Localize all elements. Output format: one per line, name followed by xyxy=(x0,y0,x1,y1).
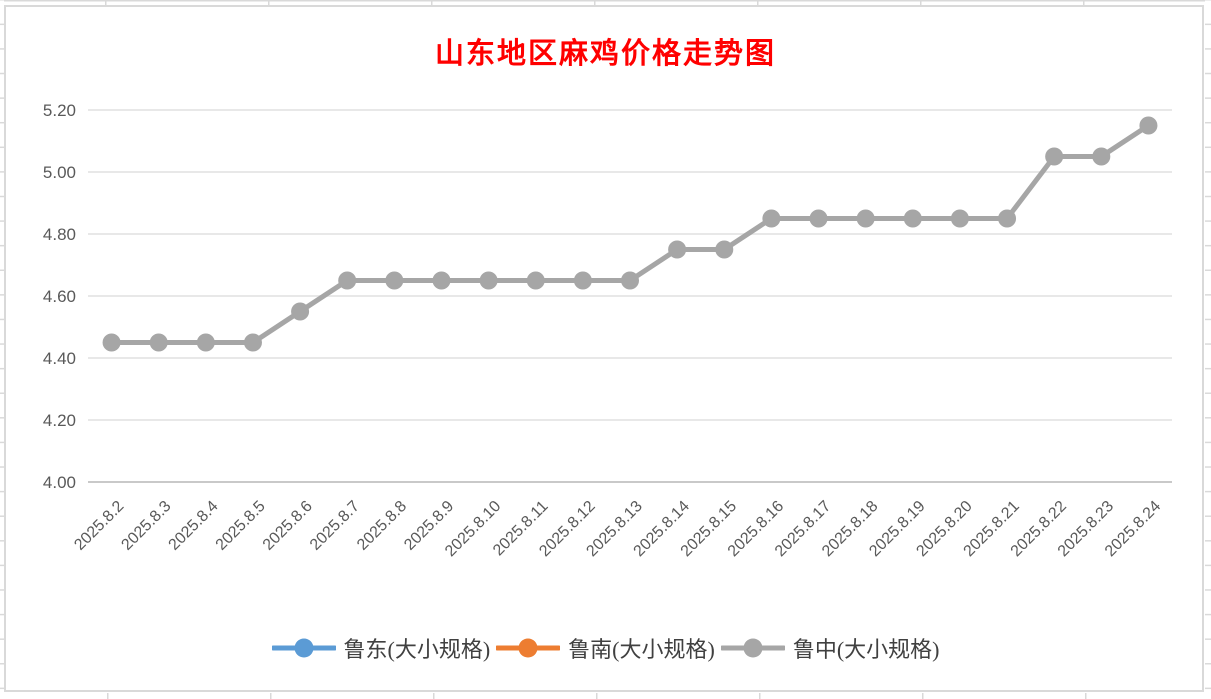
x-axis-tick-label: 2025.8.8 xyxy=(354,498,410,554)
x-axis-tick-label: 2025.8.5 xyxy=(213,498,269,554)
legend-label: 鲁东(大小规格) xyxy=(343,637,491,662)
data-point-marker xyxy=(243,333,262,352)
data-point-marker xyxy=(998,209,1017,228)
data-point-marker xyxy=(668,240,687,259)
data-point-marker xyxy=(291,302,310,321)
data-point-marker xyxy=(432,271,451,290)
y-axis-tick-label: 4.20 xyxy=(43,411,76,430)
data-point-marker xyxy=(385,271,404,290)
data-point-marker xyxy=(762,209,781,228)
data-point-marker xyxy=(1139,116,1158,135)
data-point-marker xyxy=(1092,147,1111,166)
legend-line-marker-icon xyxy=(720,638,785,658)
spreadsheet-column-sliver-left xyxy=(0,0,4,699)
spreadsheet-column-sliver-right xyxy=(1205,0,1211,699)
data-point-marker xyxy=(715,240,734,259)
data-point-marker xyxy=(809,209,828,228)
x-axis-tick-label: 2025.8.6 xyxy=(260,498,316,554)
data-point-marker xyxy=(573,271,592,290)
legend-line-marker-icon xyxy=(496,638,561,658)
data-point-marker xyxy=(621,271,639,290)
legend: 鲁东(大小规格) 鲁南(大小规格) 鲁中(大小规格) xyxy=(0,630,1211,666)
legend-item-luzhong[interactable]: 鲁中(大小规格) xyxy=(720,632,940,664)
x-axis-tick-label: 2025.8.4 xyxy=(166,498,222,554)
y-axis-tick-label: 4.60 xyxy=(43,287,76,306)
spreadsheet-row-sliver-top xyxy=(0,0,1211,5)
data-point-marker xyxy=(856,209,875,228)
legend-line-marker-icon xyxy=(271,638,336,658)
legend-item-ludong[interactable]: 鲁东(大小规格) xyxy=(271,632,491,664)
x-axis-tick-label: 2025.8.7 xyxy=(307,498,363,554)
data-point-marker xyxy=(338,271,357,290)
chart-title: 山东地区麻鸡价格走势图 xyxy=(434,38,776,70)
data-point-marker xyxy=(526,271,545,290)
data-point-marker xyxy=(903,209,922,228)
y-axis-tick-label: 4.00 xyxy=(43,473,76,492)
legend-label: 鲁南(大小规格) xyxy=(568,637,715,662)
y-axis-tick-label: 4.80 xyxy=(43,225,76,244)
data-point-marker xyxy=(479,271,498,290)
data-point-marker xyxy=(149,333,168,352)
x-axis-tick-label: 2025.8.2 xyxy=(71,498,127,554)
y-axis-tick-label: 4.40 xyxy=(43,349,76,368)
legend-label: 鲁中(大小规格) xyxy=(792,637,940,662)
data-point-marker xyxy=(1045,147,1064,166)
data-point-marker xyxy=(950,209,969,228)
legend-item-lunan[interactable]: 鲁南(大小规格) xyxy=(496,632,715,664)
y-axis-tick-label: 5.00 xyxy=(43,163,76,182)
data-point-marker xyxy=(102,333,121,352)
spreadsheet-row-sliver-bottom xyxy=(0,693,1211,699)
y-axis-tick-label: 5.20 xyxy=(43,101,76,120)
data-point-marker xyxy=(196,333,215,352)
x-axis-tick-label: 2025.8.3 xyxy=(118,498,174,554)
